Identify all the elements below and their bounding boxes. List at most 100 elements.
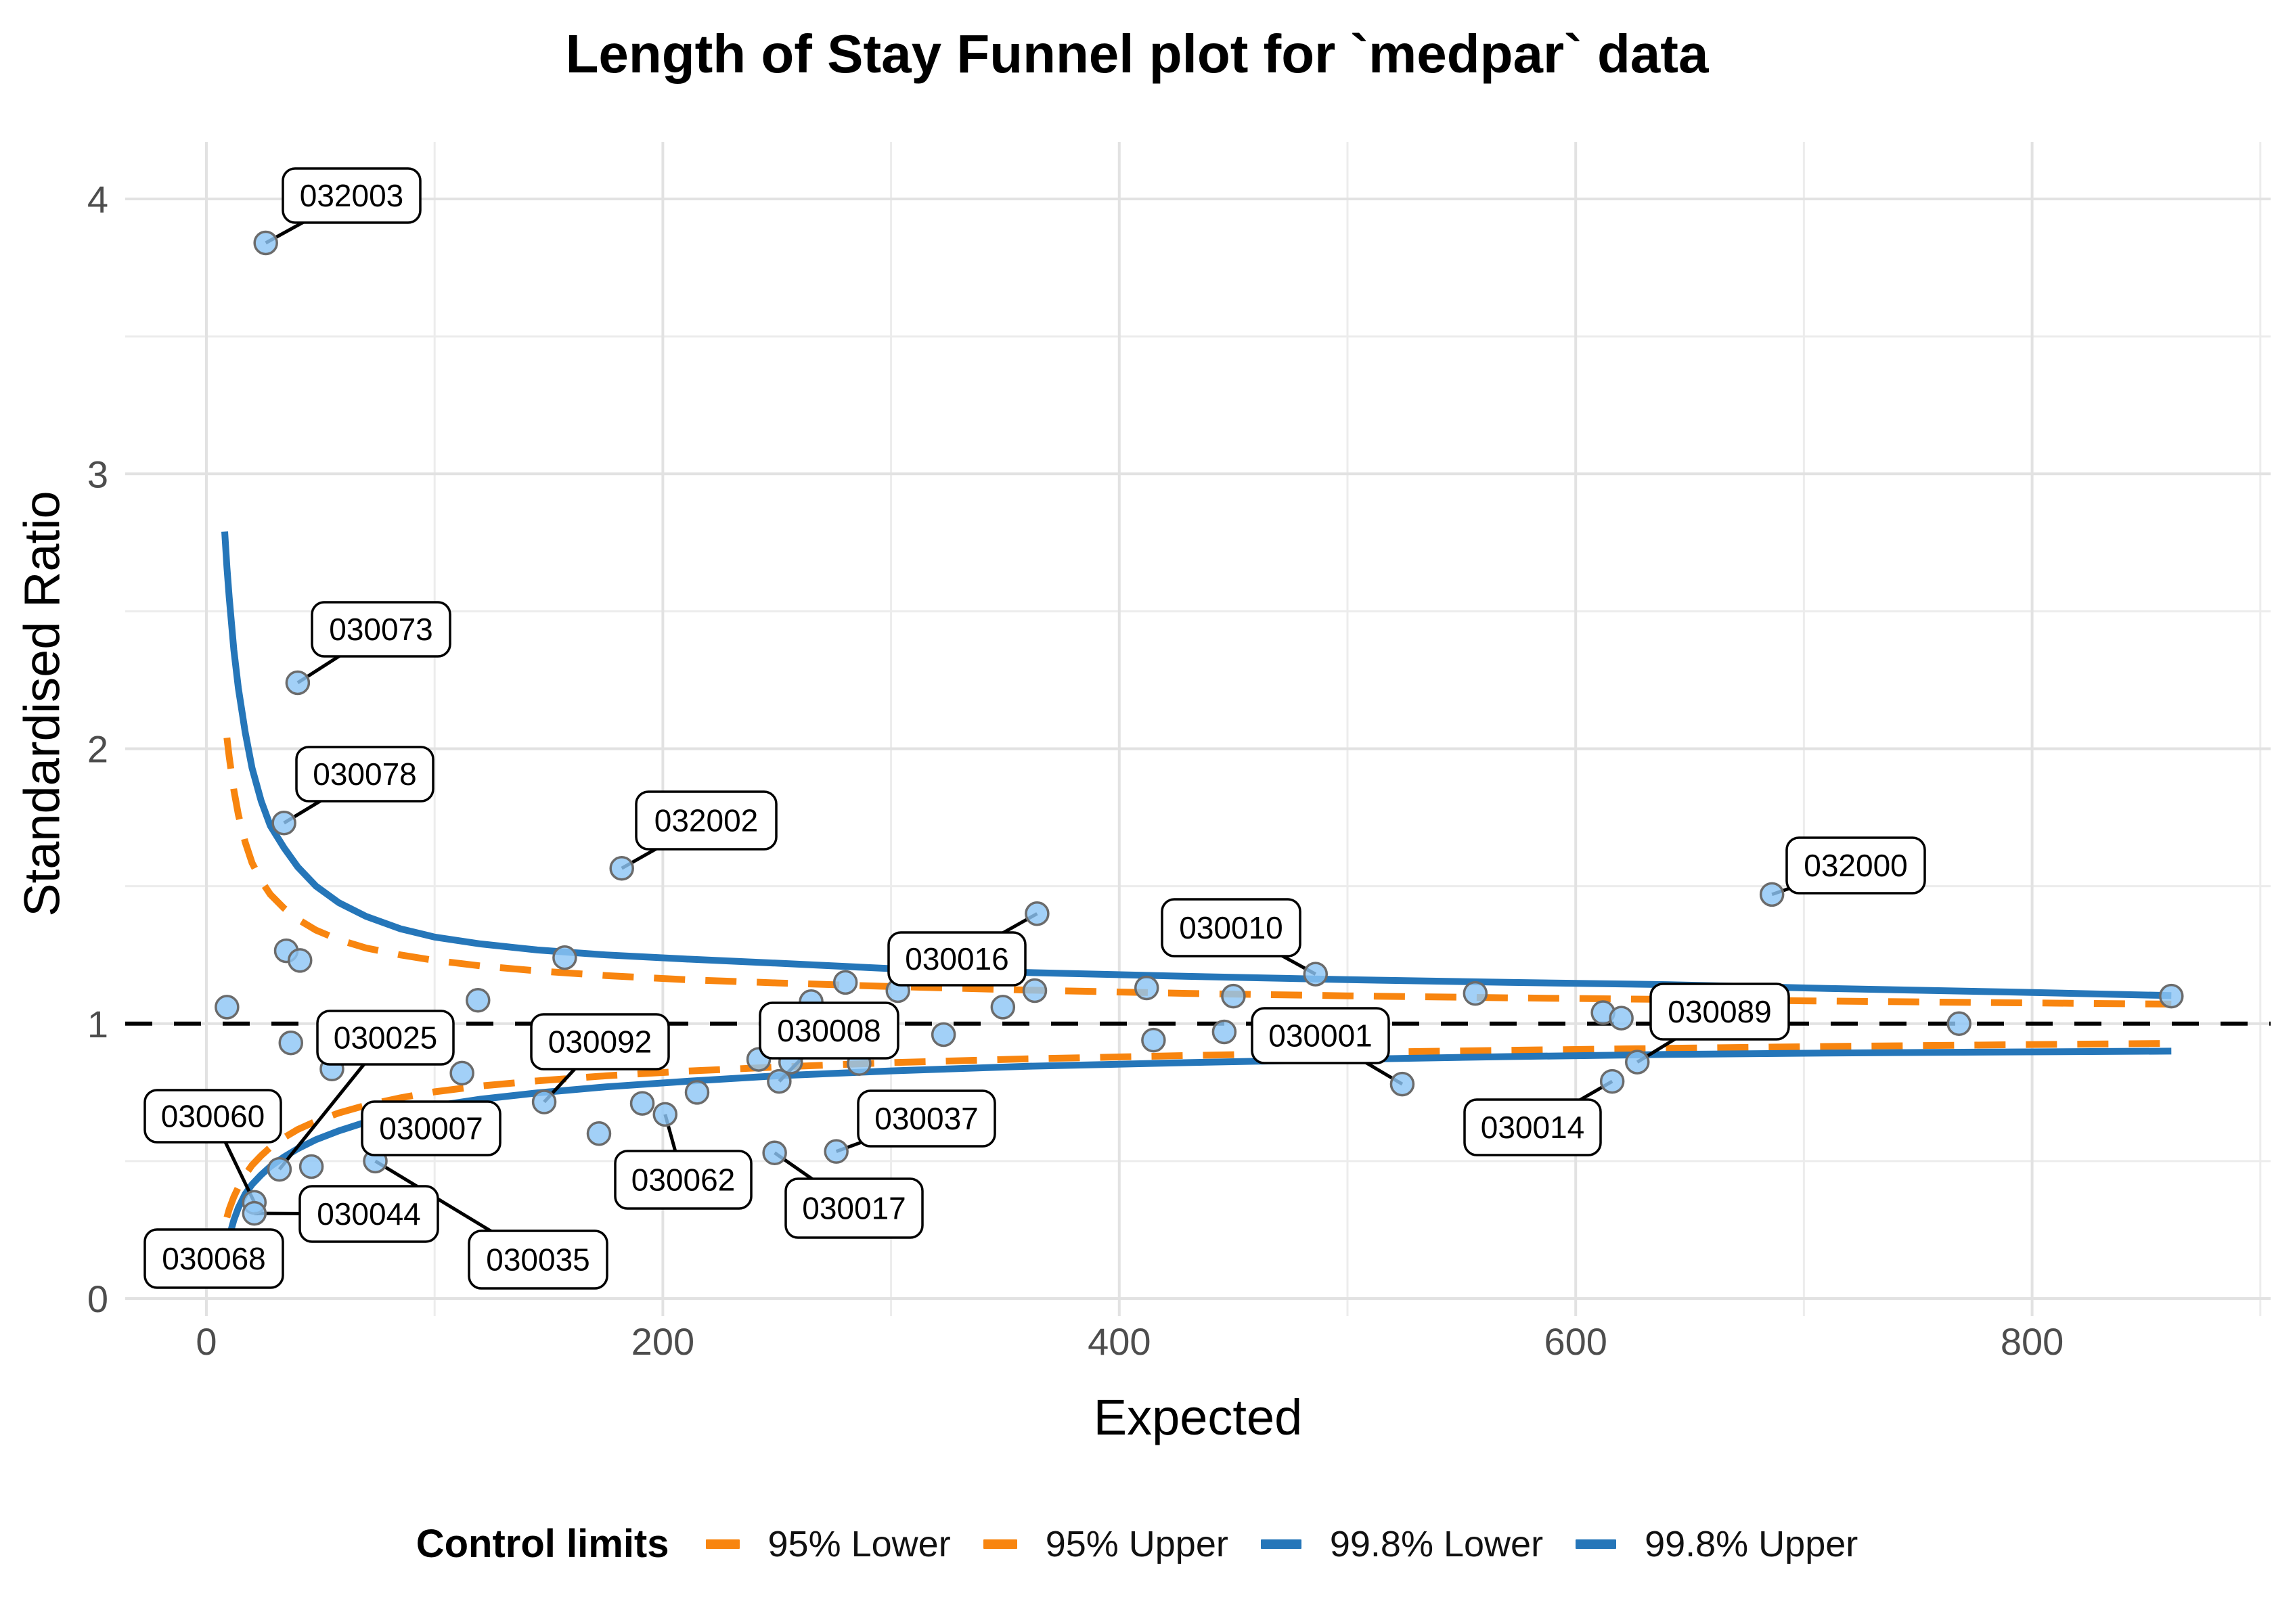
data-point	[278, 1030, 304, 1056]
callout-label-030025: 030025	[334, 1020, 438, 1056]
data-point-030089	[1624, 1050, 1650, 1075]
x-axis-title: Expected	[1093, 1389, 1303, 1445]
y-axis-title: Standardised Ratio	[14, 491, 70, 917]
y-tick-label-1: 1	[87, 1003, 108, 1045]
legend-item-95-upper: 95% Upper	[983, 1523, 1228, 1565]
callout-label-030044: 030044	[317, 1196, 421, 1232]
callout-label-030060: 030060	[161, 1099, 265, 1134]
data-point-030016	[1025, 901, 1050, 926]
data-point	[931, 1022, 956, 1047]
data-point	[1463, 980, 1488, 1006]
data-point-032002	[609, 855, 634, 881]
data-point	[1211, 1019, 1237, 1045]
data-point	[1221, 983, 1246, 1009]
data-point	[288, 948, 313, 973]
data-point	[684, 1080, 710, 1105]
y-tick-label-2: 2	[87, 728, 108, 771]
callout-label-030010: 030010	[1179, 910, 1283, 945]
callout-box-032003	[282, 167, 422, 224]
callout-box-030008	[759, 1001, 899, 1060]
callout-label-030068: 030068	[162, 1241, 266, 1276]
callout-label-030014: 030014	[1481, 1110, 1585, 1145]
x-tick-label-600: 600	[1544, 1320, 1607, 1363]
callout-label-030016: 030016	[905, 941, 1009, 976]
callout-label-032002: 032002	[654, 803, 759, 838]
x-tick-label-800: 800	[2001, 1320, 2064, 1363]
legend: Control limits 95% Lower 95% Upper 99.8% L…	[0, 1521, 2274, 1566]
callout-box-030014	[1463, 1098, 1602, 1156]
callout-label-030089: 030089	[1668, 994, 1772, 1029]
callout-box-030078	[295, 746, 434, 803]
callout-box-030068	[143, 1228, 284, 1289]
curve-998-upper	[221, 531, 2172, 999]
callout-label-032003: 032003	[300, 178, 404, 213]
data-point-030078	[271, 810, 296, 836]
curve-95-lower	[223, 1040, 2172, 1219]
data-point	[215, 995, 240, 1020]
callout-label-030007: 030007	[379, 1111, 483, 1146]
data-point-030017	[762, 1140, 787, 1165]
data-point-030001	[1389, 1071, 1415, 1097]
data-point	[1141, 1027, 1166, 1053]
callout-box-030001	[1251, 1007, 1390, 1064]
data-point	[449, 1060, 474, 1086]
data-point-030062	[652, 1102, 678, 1127]
solid-line-swatch-icon	[1260, 1539, 1301, 1549]
callout-label-030037: 030037	[874, 1101, 979, 1136]
legend-items: 95% Lower 95% Upper 99.8% Lower 99.8% Upper	[705, 1523, 1858, 1565]
callout-label-030035: 030035	[486, 1242, 590, 1278]
data-point-030010	[1303, 962, 1329, 987]
dashed-line-swatch-icon	[983, 1539, 1017, 1549]
data-point-030044	[242, 1200, 267, 1226]
callout-label-032000: 032000	[1804, 848, 1908, 883]
callout-label-030078: 030078	[313, 757, 417, 792]
callout-box-030062	[614, 1150, 753, 1210]
data-point	[552, 945, 577, 970]
data-point	[1022, 978, 1048, 1003]
chart-title: Length of Stay Funnel plot for `medpar` …	[565, 24, 1709, 84]
callout-label-030073: 030073	[329, 612, 433, 647]
data-point-030073	[285, 670, 311, 696]
x-tick-label-0: 0	[196, 1320, 217, 1363]
callout-box-030037	[857, 1089, 996, 1148]
solid-line-swatch-icon	[1576, 1539, 1617, 1549]
curve-998-lower	[223, 1047, 2172, 1251]
callout-box-030017	[784, 1177, 924, 1239]
data-point-030092	[531, 1089, 557, 1114]
curve-95-upper	[223, 737, 2172, 1008]
callout-box-030092	[530, 1013, 670, 1070]
legend-item-99-8-upper: 99.8% Upper	[1576, 1523, 1858, 1565]
data-point-032003	[253, 230, 278, 256]
callout-label-030092: 030092	[548, 1024, 652, 1060]
data-point-030037	[824, 1139, 849, 1164]
data-point	[832, 970, 858, 995]
callout-label-030008: 030008	[777, 1013, 881, 1048]
data-point	[298, 1154, 324, 1179]
callout-box-030035	[468, 1230, 608, 1290]
callout-label-030017: 030017	[802, 1191, 906, 1226]
legend-item-95-lower: 95% Lower	[705, 1523, 951, 1565]
y-tick-label-0: 0	[87, 1278, 108, 1320]
callout-box-030025	[316, 1010, 455, 1066]
x-tick-label-400: 400	[1088, 1320, 1151, 1363]
data-point	[2159, 983, 2184, 1009]
callout-box-030016	[887, 931, 1027, 987]
callout-label-030062: 030062	[631, 1163, 736, 1198]
data-point	[990, 995, 1016, 1020]
callout-label-030001: 030001	[1268, 1018, 1373, 1054]
y-tick-label-4: 4	[87, 178, 108, 221]
data-point	[1609, 1006, 1634, 1031]
data-point-030025	[267, 1156, 292, 1182]
callout-box-030007	[361, 1100, 501, 1156]
data-point	[466, 987, 491, 1013]
data-point	[1946, 1011, 1971, 1036]
legend-item-label: 95% Upper	[1045, 1523, 1228, 1564]
callout-box-032002	[635, 790, 778, 851]
legend-item-99-8-lower: 99.8% Lower	[1260, 1523, 1543, 1565]
legend-title: Control limits	[416, 1522, 669, 1566]
callout-box-030060	[143, 1089, 282, 1144]
x-tick-label-200: 200	[631, 1320, 694, 1363]
callout-box-032000	[1785, 836, 1926, 895]
callout-box-030010	[1161, 898, 1301, 957]
